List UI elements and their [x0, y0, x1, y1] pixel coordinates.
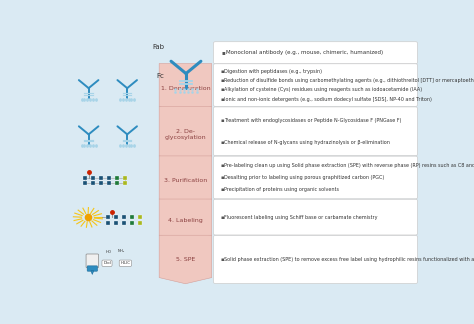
Text: Ionic and non-ionic detergents (e.g., sodium dodecyl sulfate [SDS], NP-40 and Tr: Ionic and non-ionic detergents (e.g., so… [224, 97, 432, 101]
Text: HILIC: HILIC [120, 261, 130, 265]
Text: ▪: ▪ [220, 175, 224, 180]
FancyBboxPatch shape [213, 42, 418, 64]
Polygon shape [159, 235, 212, 284]
Text: Solid phase extraction (SPE) to remove excess free label using hydrophilic resin: Solid phase extraction (SPE) to remove e… [224, 257, 474, 262]
Text: Pre-labeling clean up using Solid phase extraction (SPE) with reverse phase (RP): Pre-labeling clean up using Solid phase … [224, 163, 474, 168]
Text: Fluorescent labeling using Schiff base or carbamate chemistry: Fluorescent labeling using Schiff base o… [224, 214, 378, 220]
Text: ▪: ▪ [220, 140, 224, 145]
FancyBboxPatch shape [55, 36, 431, 292]
Text: Diol: Diol [103, 261, 111, 265]
Text: ▪: ▪ [220, 163, 224, 168]
Text: Fab: Fab [152, 44, 164, 50]
Polygon shape [159, 107, 212, 162]
Text: Reduction of disulfide bonds using carbomethylating agents (e.g., dithiothreitol: Reduction of disulfide bonds using carbo… [224, 78, 474, 83]
Text: 4. Labeling: 4. Labeling [168, 218, 203, 223]
Text: Chemical release of N-glycans using hydrazinolysis or β-elimination: Chemical release of N-glycans using hydr… [224, 140, 390, 145]
Text: ▪: ▪ [220, 87, 224, 92]
Text: ▪: ▪ [220, 97, 224, 101]
FancyBboxPatch shape [213, 64, 418, 106]
Polygon shape [159, 199, 212, 241]
Text: Fc: Fc [156, 73, 164, 79]
Text: Digestion with peptidases (e.g., trypsin): Digestion with peptidases (e.g., trypsin… [224, 69, 322, 74]
Text: Alkylation of cysteine (Cys) residues using reagents such as iodoacetamide (IAA): Alkylation of cysteine (Cys) residues us… [224, 87, 422, 92]
FancyBboxPatch shape [213, 156, 418, 199]
Text: 2. De-
glycosylation: 2. De- glycosylation [164, 129, 206, 140]
Polygon shape [159, 64, 212, 113]
Text: Treatment with endoglycosidases or Peptide N-Glycosidase F (PNGase F): Treatment with endoglycosidases or Pepti… [224, 118, 401, 123]
Polygon shape [159, 156, 212, 205]
Text: ▪: ▪ [222, 50, 226, 55]
Text: Desalting prior to labeling using porous graphitized carbon (PGC): Desalting prior to labeling using porous… [224, 175, 384, 180]
Text: ▪: ▪ [220, 69, 224, 74]
FancyBboxPatch shape [213, 107, 418, 156]
FancyBboxPatch shape [213, 236, 418, 284]
Text: ▪: ▪ [220, 78, 224, 83]
Text: 5. SPE: 5. SPE [176, 257, 195, 262]
Text: Monoclonal antibody (e.g., mouse, chimeric, humanized): Monoclonal antibody (e.g., mouse, chimer… [227, 50, 383, 55]
Text: ▪: ▪ [220, 187, 224, 192]
Text: 1. Denaturation: 1. Denaturation [161, 86, 210, 91]
Text: ▪: ▪ [220, 257, 224, 262]
FancyBboxPatch shape [213, 199, 418, 235]
FancyBboxPatch shape [86, 254, 99, 268]
Text: Precipitation of proteins using organic solvents: Precipitation of proteins using organic … [224, 187, 339, 192]
Text: HO: HO [105, 250, 111, 254]
FancyBboxPatch shape [87, 266, 98, 271]
Text: 3. Purification: 3. Purification [164, 178, 207, 183]
Text: NH₂: NH₂ [118, 249, 125, 252]
Polygon shape [91, 271, 94, 274]
Text: ▪: ▪ [220, 118, 224, 123]
Text: ▪: ▪ [220, 214, 224, 220]
